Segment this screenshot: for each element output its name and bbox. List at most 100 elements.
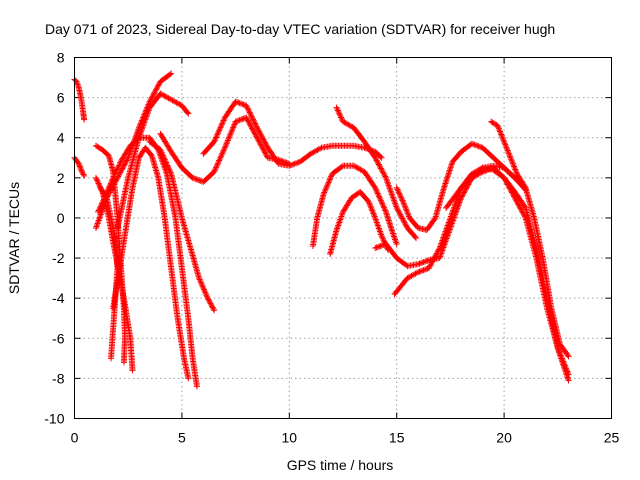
data-point — [507, 186, 514, 193]
series-arc-20 — [488, 118, 572, 360]
data-point — [122, 160, 129, 167]
data-point — [502, 141, 509, 148]
data-point — [123, 157, 130, 164]
data-point — [246, 109, 253, 116]
data-point — [96, 181, 103, 188]
data-point — [164, 162, 171, 169]
data-point — [261, 148, 268, 155]
data-point — [402, 220, 409, 227]
data-point — [247, 122, 254, 129]
data-point — [496, 128, 503, 135]
data-series — [71, 70, 572, 390]
x-tick-label: 15 — [389, 430, 405, 446]
data-point — [413, 269, 420, 276]
data-point — [208, 301, 215, 308]
data-point — [160, 153, 167, 160]
data-point — [95, 208, 102, 215]
data-point — [432, 253, 439, 260]
data-point — [148, 94, 155, 101]
y-tick-label: 8 — [57, 50, 65, 66]
data-point — [519, 209, 526, 216]
data-point — [479, 168, 486, 175]
data-point — [120, 162, 127, 169]
data-point — [394, 186, 401, 193]
data-point — [380, 169, 387, 176]
data-point — [507, 154, 514, 161]
data-point — [417, 260, 424, 267]
data-point — [371, 212, 378, 219]
data-point — [378, 166, 385, 173]
y-tick-label: -8 — [52, 370, 65, 386]
data-point — [396, 191, 403, 198]
data-point — [74, 159, 81, 166]
data-point — [227, 130, 234, 137]
data-point — [248, 124, 255, 131]
x-tick-label: 25 — [604, 430, 620, 446]
data-point — [375, 161, 382, 168]
data-point — [374, 244, 381, 251]
data-point — [257, 131, 264, 138]
data-point — [514, 200, 521, 207]
data-point — [320, 190, 327, 197]
data-point — [474, 142, 481, 149]
data-point — [248, 112, 255, 119]
data-point — [337, 113, 344, 120]
data-point — [512, 166, 519, 173]
data-point — [123, 158, 130, 165]
data-point — [435, 247, 442, 254]
data-point — [334, 107, 341, 114]
data-point — [256, 138, 263, 145]
data-point — [110, 181, 117, 188]
data-point — [213, 133, 220, 140]
data-point — [262, 140, 269, 147]
data-point — [227, 131, 234, 138]
data-point — [166, 166, 173, 173]
data-point — [223, 140, 230, 147]
data-point — [115, 173, 122, 180]
data-point — [168, 70, 175, 77]
data-point — [223, 141, 230, 148]
data-point — [167, 169, 174, 176]
data-point — [367, 203, 374, 210]
data-point — [233, 118, 240, 125]
data-point — [255, 137, 262, 144]
data-point — [196, 177, 203, 184]
x-tick-label: 10 — [282, 430, 298, 446]
plot-frame — [74, 57, 612, 419]
data-point — [365, 198, 372, 205]
data-point — [252, 120, 259, 127]
y-tick-label: -10 — [44, 411, 64, 427]
data-point — [423, 266, 430, 273]
data-point — [116, 160, 123, 167]
data-point — [420, 267, 427, 274]
data-point — [400, 218, 407, 225]
data-point — [325, 179, 332, 186]
data-point — [211, 167, 218, 174]
data-point — [338, 115, 345, 122]
data-point — [231, 121, 238, 128]
data-point — [256, 130, 263, 137]
data-point — [221, 116, 228, 123]
data-point — [112, 178, 119, 185]
data-point — [399, 215, 406, 222]
data-point — [393, 204, 400, 211]
data-point — [376, 243, 383, 250]
data-point — [163, 160, 170, 167]
data-point — [381, 172, 388, 179]
data-point — [219, 150, 226, 157]
data-point — [379, 201, 386, 208]
data-point — [255, 127, 262, 134]
data-point — [397, 211, 404, 218]
data-point — [195, 176, 202, 183]
data-point — [111, 180, 118, 187]
data-point — [94, 177, 101, 184]
series-arc-19 — [443, 164, 572, 378]
data-point — [185, 375, 192, 382]
data-point — [379, 235, 386, 242]
data-point — [515, 201, 522, 208]
data-point — [317, 145, 324, 152]
data-point — [435, 246, 442, 253]
data-point — [373, 157, 380, 164]
data-point — [519, 208, 525, 215]
